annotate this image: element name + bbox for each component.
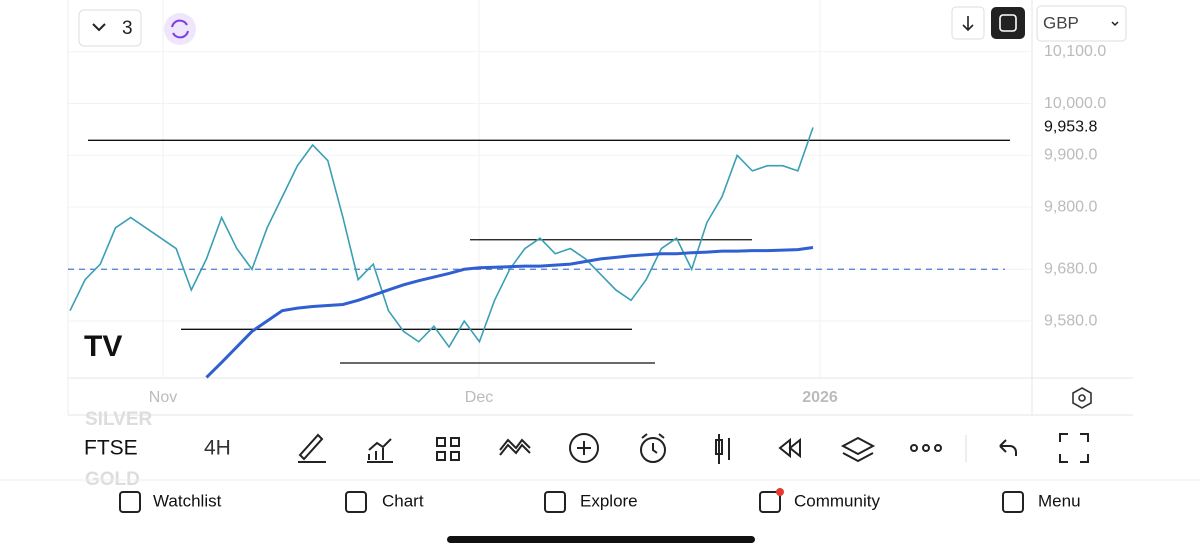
nav-item[interactable]: Menu <box>1038 491 1081 510</box>
compare-tool[interactable] <box>499 438 531 456</box>
indicators-tool[interactable] <box>367 438 393 463</box>
interval-button[interactable] <box>78 9 142 47</box>
chart: 10,100.0 10,000.0 9,900.0 9,800.0 9,680.0 9,5… <box>68 0 1106 406</box>
currency: GBP <box>1043 13 1079 32</box>
series-line <box>205 246 814 379</box>
undo-tool[interactable] <box>999 439 1017 456</box>
fullscreen-tool[interactable] <box>1059 433 1089 463</box>
currency-select[interactable] <box>1036 5 1127 42</box>
layers-tool[interactable] <box>840 436 876 463</box>
draw-tool[interactable] <box>298 433 326 463</box>
y-tick-label: 10,100.0 <box>1044 43 1106 60</box>
y-tick-label: 9,800.0 <box>1044 198 1097 215</box>
nav-item[interactable]: Chart <box>382 491 424 510</box>
y-tick-label: 9,680.0 <box>1044 260 1097 277</box>
chevron <box>92 23 106 32</box>
x-tick-label: Nov <box>149 389 177 406</box>
sync-button[interactable] <box>164 13 196 45</box>
nav-bar: Watchlist Chart Explore Community Menu <box>119 488 1081 513</box>
notification-dot <box>776 488 784 496</box>
nav-icon <box>759 491 781 513</box>
nav-item[interactable]: Community <box>794 491 880 510</box>
arrow-icon <box>962 16 974 32</box>
y-tick-label: 9,580.0 <box>1044 312 1097 329</box>
timeframe[interactable]: 4H <box>204 437 231 460</box>
chevron <box>1111 21 1119 27</box>
last-price: 9,953.8 <box>1044 119 1097 136</box>
y-tick-label: 10,000.0 <box>1044 95 1106 112</box>
alert-tool[interactable] <box>640 437 666 463</box>
logo: TV <box>84 330 122 363</box>
settings-icon[interactable] <box>1072 387 1092 409</box>
replay-tool[interactable] <box>778 437 801 459</box>
x-tick-label: 2026 <box>802 389 838 406</box>
symbol[interactable]: FTSE <box>84 437 138 460</box>
symbol-above: SILVER <box>85 409 152 430</box>
nav-item[interactable]: Explore <box>580 491 638 510</box>
nav-icon <box>1002 491 1024 513</box>
series-line <box>69 127 814 349</box>
tool-icons <box>298 433 1089 464</box>
y-tick-label: 9,900.0 <box>1044 147 1097 164</box>
interval: 3 <box>122 18 133 39</box>
x-tick-label: Dec <box>465 389 493 406</box>
fullscreen-button[interactable] <box>991 7 1025 39</box>
sync-icon <box>171 19 189 39</box>
icon <box>999 14 1017 32</box>
candles-tool[interactable] <box>715 434 730 464</box>
layout-tool[interactable] <box>436 437 460 461</box>
nav-icon <box>119 491 141 513</box>
icon <box>1078 394 1086 402</box>
more-tool[interactable] <box>910 444 918 452</box>
add-tool[interactable] <box>569 433 599 463</box>
nav-icon <box>544 491 566 513</box>
nav-icon <box>345 491 367 513</box>
home-indicator <box>447 536 755 543</box>
nav-item[interactable]: Watchlist <box>153 491 222 510</box>
